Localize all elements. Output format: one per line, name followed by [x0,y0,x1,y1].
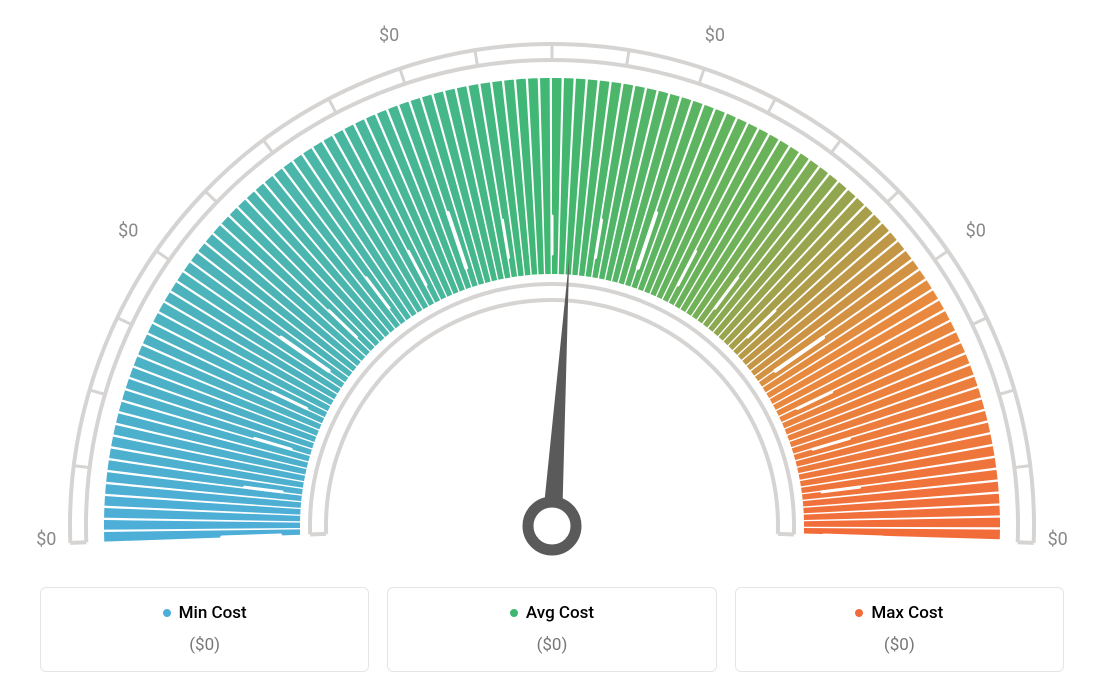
legend-title-max: Max Cost [855,603,943,623]
legend-title-avg: Avg Cost [510,603,594,623]
legend-value-avg: ($0) [398,635,705,655]
svg-text:$0: $0 [1048,529,1068,550]
legend-value-max: ($0) [746,635,1053,655]
svg-text:$0: $0 [705,25,725,46]
gauge-chart: $0 $0 $0 $0 $0 $0 [0,0,1104,570]
gauge-svg: $0 $0 $0 $0 $0 $0 [0,0,1104,570]
legend-row: Min Cost ($0) Avg Cost ($0) Max Cost ($0… [40,587,1064,672]
legend-card-avg: Avg Cost ($0) [387,587,716,672]
svg-text:$0: $0 [36,529,56,550]
svg-text:$0: $0 [118,220,138,241]
legend-title-min: Min Cost [163,603,247,623]
dot-icon [855,609,863,617]
legend-label-min: Min Cost [179,603,247,623]
legend-card-min: Min Cost ($0) [40,587,369,672]
svg-text:$0: $0 [966,220,986,241]
legend-value-min: ($0) [51,635,358,655]
dot-icon [163,609,171,617]
svg-text:$0: $0 [379,25,399,46]
dot-icon [510,609,518,617]
legend-label-avg: Avg Cost [526,603,594,623]
legend-label-max: Max Cost [871,603,943,623]
legend-card-max: Max Cost ($0) [735,587,1064,672]
